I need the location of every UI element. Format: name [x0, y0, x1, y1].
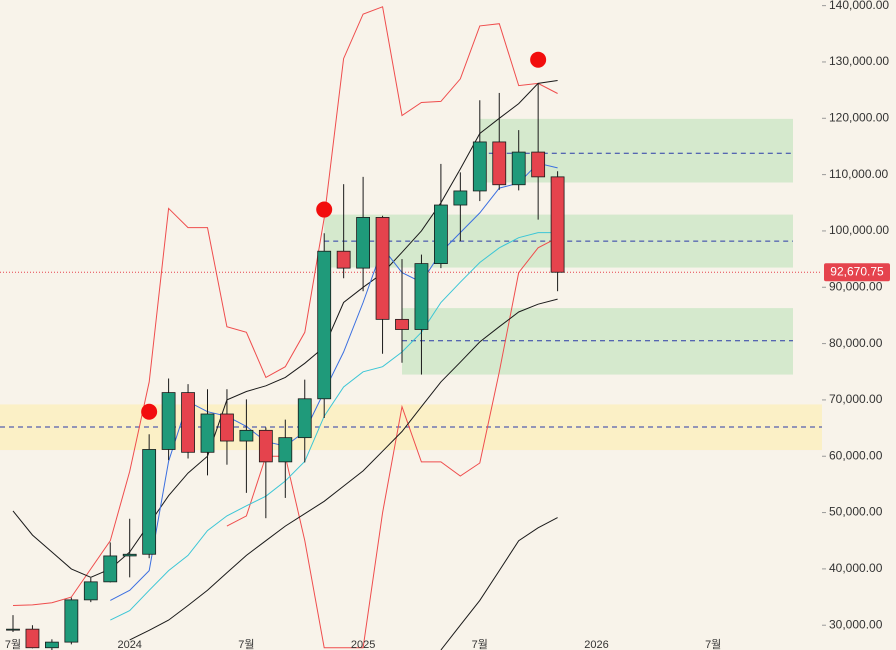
candle-body: [181, 392, 195, 453]
candle-body: [472, 141, 487, 192]
candle-body: [531, 151, 546, 178]
last-price-box: [824, 263, 890, 282]
x-tick-label: 2024: [117, 639, 141, 650]
plot-area: [0, 6, 822, 650]
candle-body: [239, 429, 254, 442]
y-tick-label: 90,000.00: [829, 279, 883, 293]
candle-body: [550, 176, 565, 273]
candle-body: [433, 204, 448, 265]
candle-body: [200, 413, 215, 453]
candle-body: [375, 217, 390, 320]
indicator-line: [440, 517, 558, 650]
candle-body: [278, 437, 293, 463]
candle-body: [414, 263, 429, 330]
x-tick-label: 7월: [238, 638, 254, 650]
x-tick-label: 7월: [705, 638, 721, 650]
candle-body: [395, 318, 409, 330]
candle-body: [161, 392, 176, 450]
y-tick-label: 120,000.00: [829, 110, 889, 124]
candle-body: [45, 641, 59, 649]
indicator-line: [110, 232, 558, 621]
indicator-line: [12, 6, 558, 606]
y-tick-label: 50,000.00: [829, 505, 883, 519]
y-tick-label: 130,000.00: [829, 54, 889, 68]
x-tick-label: 2026: [584, 639, 608, 650]
y-tick-label: 70,000.00: [829, 392, 883, 406]
y-tick-label: 100,000.00: [829, 223, 889, 237]
candle-body: [64, 599, 79, 643]
candle-body: [336, 250, 351, 269]
candle-body: [220, 413, 234, 442]
y-tick-label: 110,000.00: [829, 167, 888, 181]
candle-body: [511, 151, 526, 186]
x-tick-label: 7월: [5, 638, 21, 650]
signal-dot: [316, 201, 333, 218]
candle-body: [356, 217, 371, 269]
y-tick-label: 30,000.00: [829, 617, 883, 631]
candle-body: [103, 555, 118, 583]
candle-body: [142, 449, 157, 555]
signal-dot: [141, 403, 158, 420]
zone: [402, 308, 793, 375]
candle-body: [258, 429, 273, 463]
price-axis: 30,000.00 40,000.00 50,000.00 60,000.00 70,0…: [822, 0, 890, 631]
candle-body: [453, 190, 468, 206]
y-tick-label: 60,000.00: [829, 448, 883, 462]
candle-body: [317, 250, 332, 400]
zone: [479, 118, 793, 183]
y-tick-label: 40,000.00: [829, 561, 883, 575]
candle-body: [297, 398, 312, 439]
y-tick-label: 80,000.00: [829, 336, 883, 350]
x-tick-label: 2025: [351, 639, 375, 650]
signal-dot: [530, 51, 547, 68]
indicator-line: [129, 298, 558, 641]
candle-body: [83, 581, 98, 601]
x-tick-label: 7월: [472, 638, 488, 650]
y-tick-label: 140,000.00: [829, 0, 889, 12]
candle-body: [25, 628, 40, 649]
candle-body: [6, 628, 20, 631]
zone: [0, 404, 822, 451]
candle-body: [492, 141, 507, 186]
candle-body: [122, 553, 137, 557]
last-price-label: 92,670.75: [830, 264, 884, 278]
